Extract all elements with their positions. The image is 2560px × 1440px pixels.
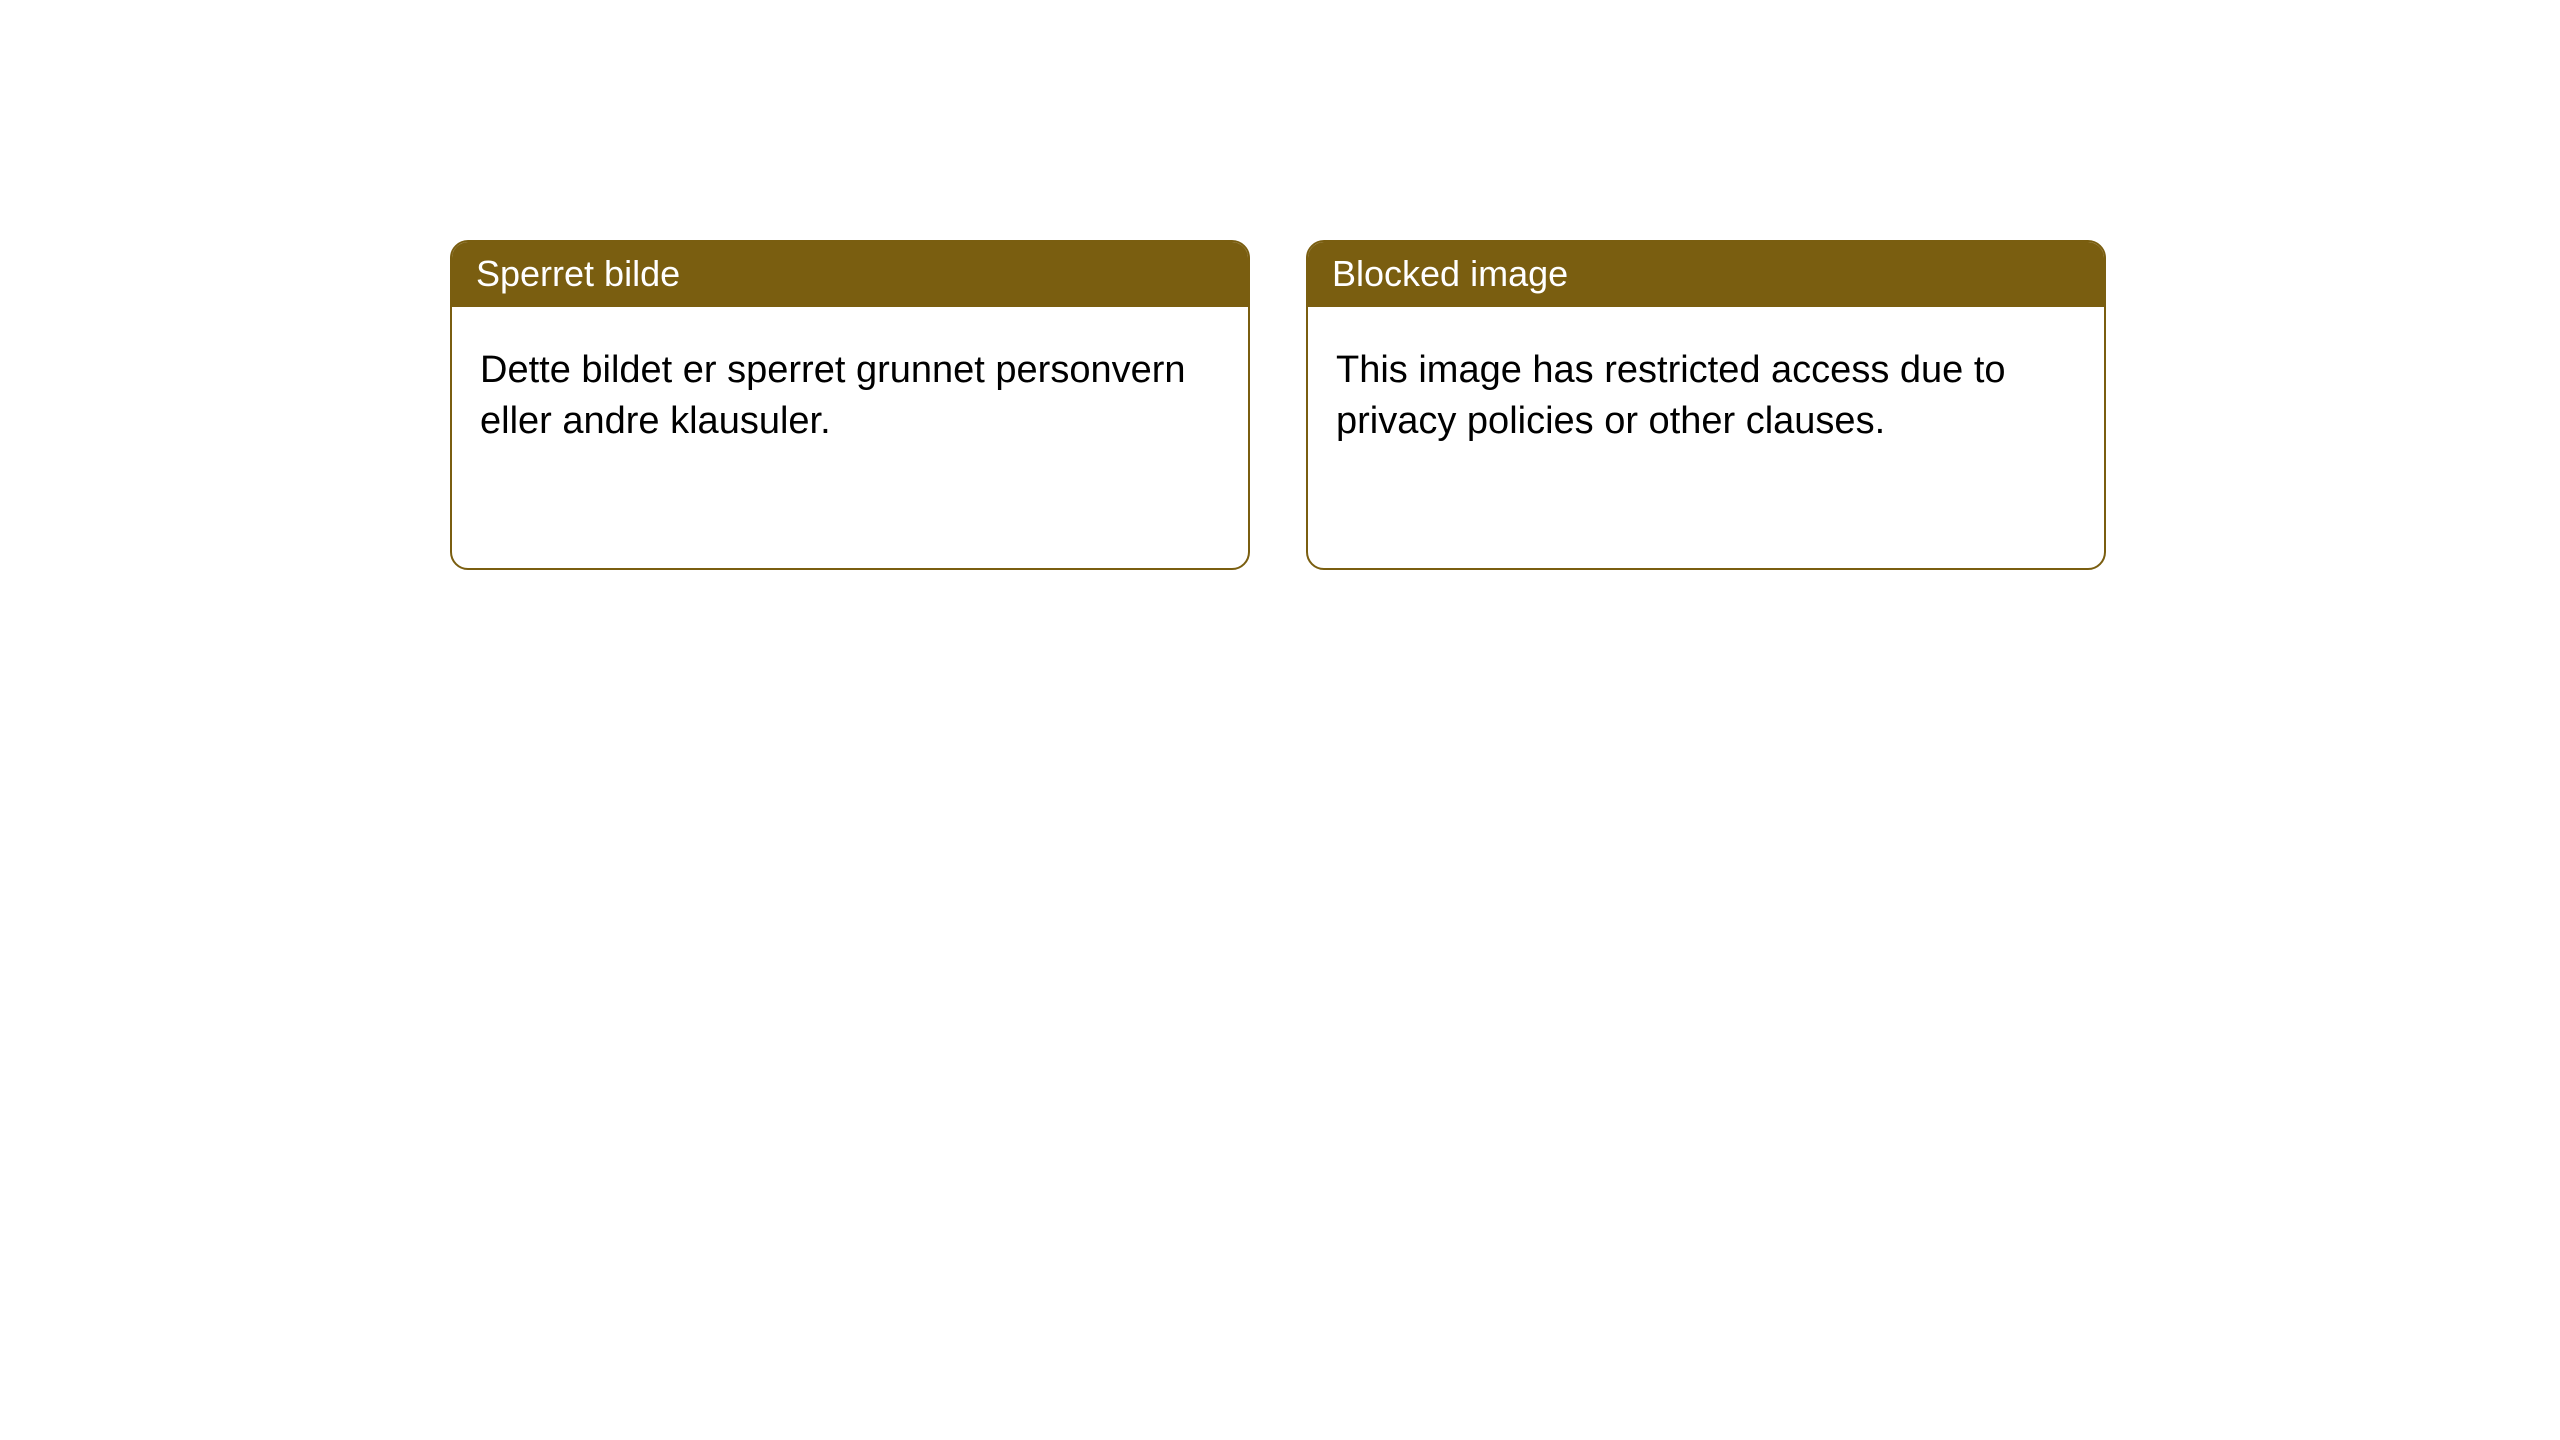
notice-container: Sperret bilde Dette bildet er sperret gr… [0, 0, 2560, 570]
notice-card-norwegian: Sperret bilde Dette bildet er sperret gr… [450, 240, 1250, 570]
notice-card-english: Blocked image This image has restricted … [1306, 240, 2106, 570]
notice-body-english: This image has restricted access due to … [1308, 307, 2104, 472]
notice-title-english: Blocked image [1308, 242, 2104, 307]
notice-title-norwegian: Sperret bilde [452, 242, 1248, 307]
notice-body-norwegian: Dette bildet er sperret grunnet personve… [452, 307, 1248, 472]
